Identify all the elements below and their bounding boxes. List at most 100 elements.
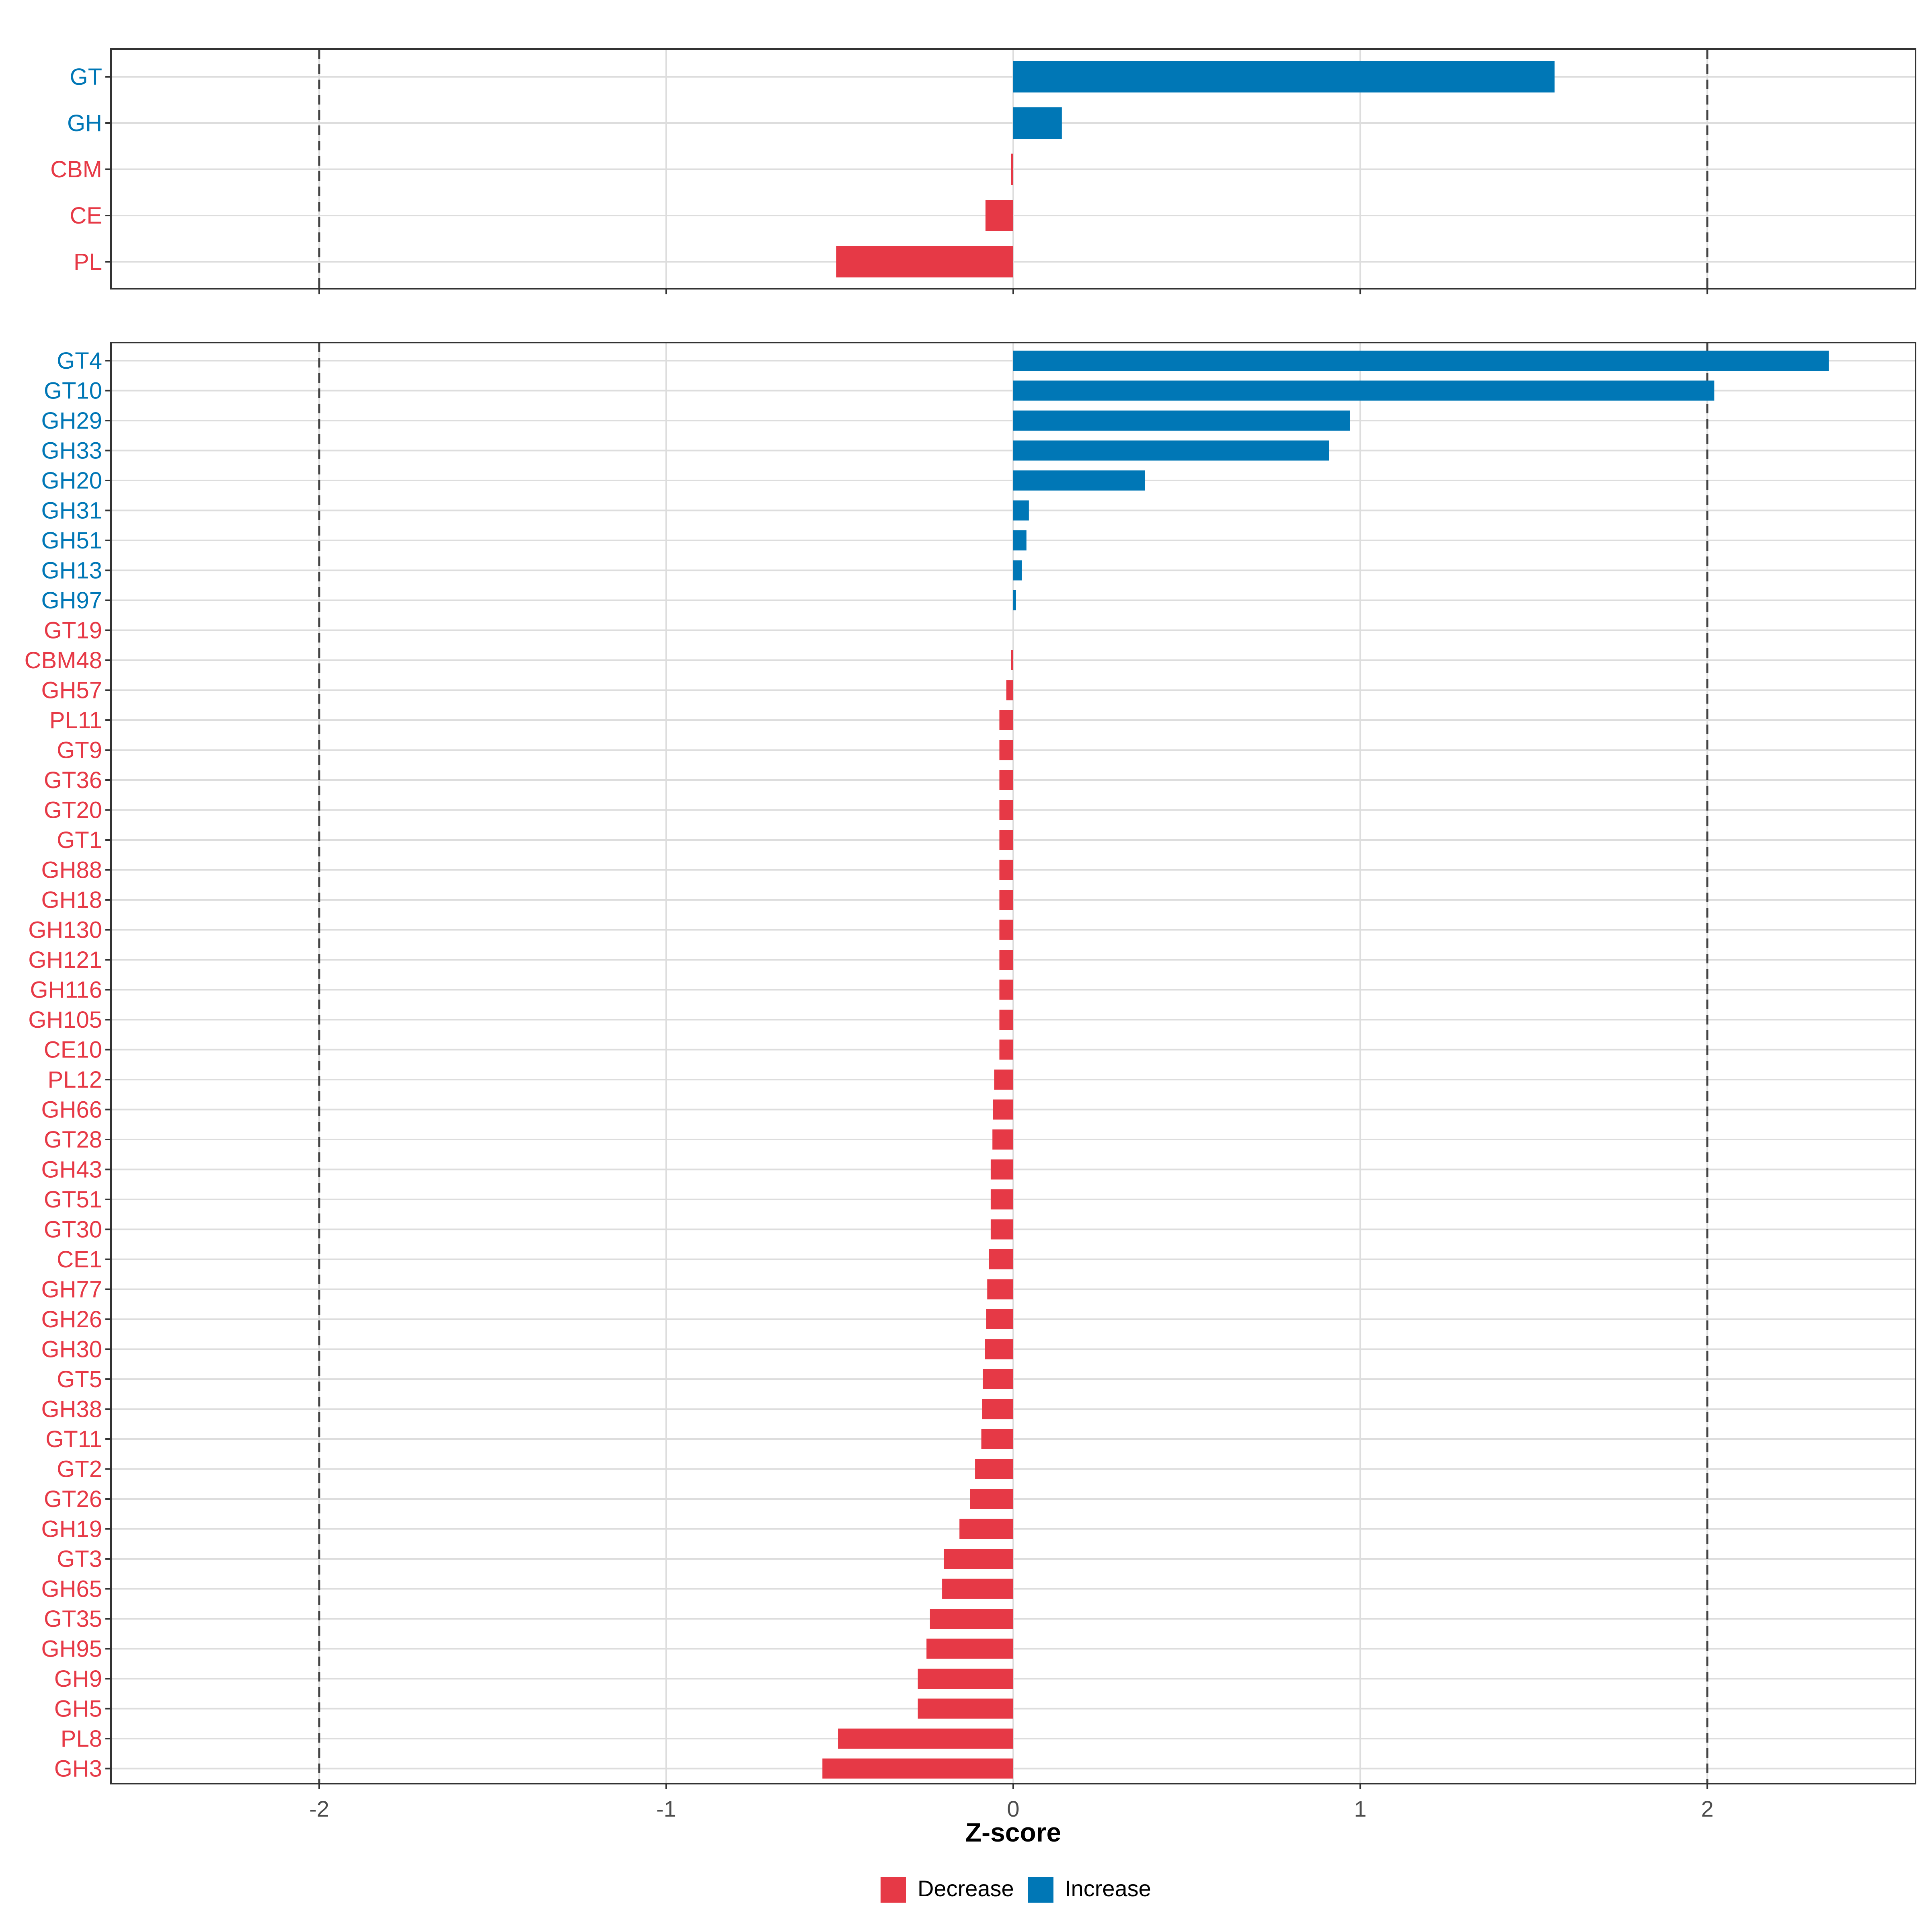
bar-gh19	[959, 1519, 1013, 1539]
bar-cbm48	[1011, 650, 1013, 670]
y-label-gh30: GH30	[41, 1337, 102, 1363]
bar-gh51	[1013, 530, 1027, 550]
bar-gh43	[990, 1159, 1013, 1180]
y-label-gh13: GH13	[41, 558, 102, 584]
bar-gh18	[999, 890, 1013, 910]
bar-gh95	[926, 1638, 1013, 1659]
bar-gh31	[1013, 500, 1029, 521]
y-label-gh57: GH57	[41, 678, 102, 704]
bar-gt4	[1013, 351, 1829, 371]
bar-gh130	[999, 920, 1013, 940]
y-label-gh31: GH31	[41, 498, 102, 524]
y-label-gt2: GT2	[57, 1456, 102, 1482]
bar-gh97	[1013, 590, 1016, 610]
bar-ce1	[989, 1249, 1013, 1269]
y-label-gh97: GH97	[41, 587, 102, 614]
y-label-ce1: CE1	[57, 1246, 102, 1273]
y-label-gh121: GH121	[28, 947, 102, 973]
bar-pl	[836, 246, 1013, 277]
bar-gt9	[999, 740, 1013, 760]
bar-gh38	[982, 1399, 1013, 1419]
x-tick-label: 2	[1701, 1796, 1714, 1821]
y-label-gh130: GH130	[28, 917, 102, 943]
y-label-gt11: GT11	[45, 1426, 102, 1452]
bar-gt30	[990, 1219, 1013, 1240]
bar-gh	[1013, 107, 1062, 139]
bar-pl8	[838, 1729, 1013, 1749]
y-label-pl: PL	[74, 249, 102, 275]
panel-family-border	[110, 342, 1916, 1784]
y-label-gh29: GH29	[41, 408, 102, 434]
y-label-gt35: GT35	[44, 1606, 102, 1632]
y-label-gh88: GH88	[41, 857, 102, 883]
y-label-gt: GT	[70, 64, 102, 90]
y-label-gh43: GH43	[41, 1157, 102, 1183]
bar-gh20	[1013, 470, 1145, 491]
y-label-gt4: GT4	[57, 348, 102, 374]
x-tick-label: -1	[656, 1796, 676, 1821]
y-label-gh116: GH116	[30, 977, 102, 1003]
bar-gh66	[993, 1099, 1013, 1120]
legend-label-increase: Increase	[1065, 1876, 1151, 1901]
bar-gh30	[985, 1339, 1013, 1359]
y-label-gh9: GH9	[54, 1666, 102, 1692]
bar-gh88	[999, 860, 1013, 880]
y-label-cbm48: CBM48	[25, 647, 102, 673]
y-label-pl11: PL11	[49, 707, 102, 733]
y-label-gt20: GT20	[44, 797, 102, 823]
y-label-gt36: GT36	[44, 767, 102, 793]
bar-gt35	[930, 1609, 1013, 1629]
y-label-gh77: GH77	[41, 1277, 102, 1303]
y-label-gh: GH	[67, 110, 102, 136]
y-label-gh20: GH20	[41, 468, 102, 494]
y-label-pl12: PL12	[48, 1067, 102, 1093]
y-label-gt19: GT19	[44, 618, 102, 644]
y-label-cbm: CBM	[50, 156, 102, 183]
bar-gh29	[1013, 411, 1350, 431]
y-label-gt28: GT28	[44, 1127, 102, 1153]
y-label-gh66: GH66	[41, 1097, 102, 1123]
bar-gt3	[944, 1549, 1013, 1569]
bar-gt11	[981, 1429, 1013, 1449]
bar-gh57	[1006, 680, 1013, 700]
bar-gh33	[1013, 440, 1329, 461]
y-label-gt30: GT30	[44, 1217, 102, 1243]
bar-gh5	[918, 1698, 1013, 1719]
y-label-gt10: GT10	[44, 378, 102, 404]
bar-gh105	[999, 1010, 1013, 1030]
y-label-gt3: GT3	[57, 1546, 102, 1572]
bar-gt1	[999, 830, 1013, 850]
y-label-pl8: PL8	[61, 1726, 102, 1752]
y-label-gh65: GH65	[41, 1576, 102, 1602]
bar-pl12	[994, 1070, 1013, 1090]
bar-gt28	[992, 1129, 1013, 1150]
bar-gh9	[918, 1669, 1013, 1689]
y-label-ce10: CE10	[44, 1037, 102, 1063]
bar-gt	[1013, 61, 1555, 92]
legend-swatch-decrease	[881, 1877, 906, 1903]
y-label-gh5: GH5	[54, 1696, 102, 1722]
bar-pl11	[999, 710, 1013, 730]
bar-gt36	[999, 770, 1013, 790]
y-label-gt1: GT1	[57, 827, 102, 853]
bar-gh3	[822, 1758, 1013, 1779]
bar-gh13	[1013, 560, 1022, 581]
y-label-gt5: GT5	[57, 1366, 102, 1392]
panel-class-border	[110, 48, 1916, 289]
y-label-gh38: GH38	[41, 1396, 102, 1423]
y-label-gh105: GH105	[28, 1007, 102, 1033]
x-tick-label: 1	[1354, 1796, 1366, 1821]
legend-label-decrease: Decrease	[918, 1876, 1014, 1901]
y-label-gt26: GT26	[44, 1486, 102, 1512]
bar-gh121	[999, 950, 1013, 970]
y-label-gh33: GH33	[41, 438, 102, 464]
bar-gt20	[999, 800, 1013, 820]
y-label-gh51: GH51	[41, 528, 102, 554]
y-label-gt51: GT51	[44, 1187, 102, 1213]
y-label-gh18: GH18	[41, 887, 102, 913]
y-label-gh19: GH19	[41, 1516, 102, 1542]
y-label-gh3: GH3	[54, 1756, 102, 1782]
y-label-gt9: GT9	[57, 737, 102, 764]
